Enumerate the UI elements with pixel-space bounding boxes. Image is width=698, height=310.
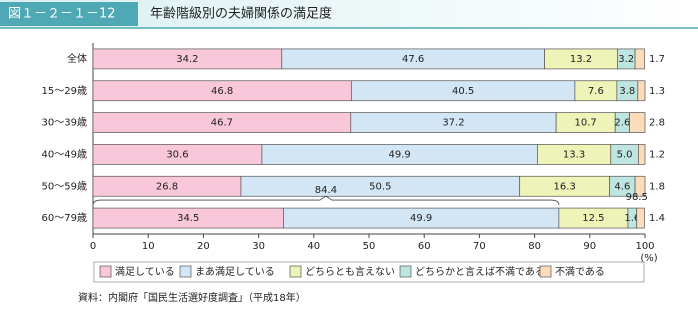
data-label: 5.0 xyxy=(617,149,633,160)
x-axis-label: (%) xyxy=(640,253,657,264)
x-tick-label: 40 xyxy=(307,241,320,252)
legend-swatch xyxy=(179,265,192,278)
data-label: 46.8 xyxy=(211,86,233,97)
y-tick-label: 全体 xyxy=(67,52,87,65)
header-title: 年齢階級別の夫婦関係の満足度 xyxy=(150,6,332,22)
x-tick-label: 80 xyxy=(528,241,541,252)
legend-swatch xyxy=(289,265,302,278)
data-label: 30.6 xyxy=(166,149,188,160)
legend-swatch xyxy=(99,265,112,278)
data-label: 13.2 xyxy=(570,54,592,65)
data-label: 1.3 xyxy=(649,86,665,97)
data-label: 26.8 xyxy=(156,181,178,192)
data-label: 49.9 xyxy=(389,149,411,160)
y-tick-label: 50～59歳 xyxy=(42,180,87,192)
data-label: 3.8 xyxy=(619,86,635,97)
data-label: 34.2 xyxy=(176,54,198,65)
source: 資料：内閣府「国民生活選好度調査」（平成18年） xyxy=(78,291,306,304)
x-tick-label: 90 xyxy=(583,241,596,252)
data-label: 10.7 xyxy=(575,118,597,129)
legend-label: まあ満足している xyxy=(195,266,275,278)
data-label: 50.5 xyxy=(369,181,391,192)
data-label: 12.5 xyxy=(582,213,604,224)
data-label: 49.9 xyxy=(410,213,432,224)
x-tick-label: 100 xyxy=(635,241,654,252)
y-tick-label: 30～39歳 xyxy=(42,117,87,129)
legend-label: 不満である xyxy=(555,266,605,278)
data-label: 4.6 xyxy=(614,181,630,192)
data-label: 3.2 xyxy=(618,54,634,65)
data-label: 47.6 xyxy=(402,54,424,65)
data-label: 46.7 xyxy=(211,118,233,129)
data-label: 34.5 xyxy=(177,213,199,224)
data-label: 7.6 xyxy=(588,86,604,97)
bar-segment xyxy=(636,207,645,229)
y-tick-label: 15～29歳 xyxy=(42,85,87,97)
legend-label: 満足している xyxy=(115,266,175,278)
x-tick-label: 30 xyxy=(252,241,265,252)
legend-label: どちらとも言えない xyxy=(305,265,395,278)
legend-swatch xyxy=(399,265,412,278)
figure-badge xyxy=(0,2,138,26)
legend-box xyxy=(93,261,645,283)
x-tick-label: 70 xyxy=(473,241,486,252)
figure-number: 図１－２－１－12 xyxy=(8,7,116,22)
data-label: 2.8 xyxy=(649,118,665,129)
data-label: 13.3 xyxy=(563,149,585,160)
data-label: 40.5 xyxy=(452,86,474,97)
data-label: 1.6 xyxy=(624,213,640,224)
data-label: 1.2 xyxy=(649,149,665,160)
annotation: 98.5 xyxy=(626,192,648,203)
bar-segment xyxy=(638,144,646,165)
x-tick-label: 50 xyxy=(363,241,376,252)
annotation: 84.4 xyxy=(315,185,337,196)
data-label: 2.6 xyxy=(614,118,630,129)
bar-segment xyxy=(634,175,646,197)
legend-label: どちらかと言えば不満である xyxy=(415,265,545,278)
y-tick-label: 60～79歳 xyxy=(42,212,87,224)
data-label: 1.7 xyxy=(649,54,665,65)
data-label: 37.2 xyxy=(442,118,464,129)
bar-segment xyxy=(634,48,645,70)
y-tick-label: 40～49歳 xyxy=(42,148,87,160)
bar-segment xyxy=(629,112,646,133)
bracket xyxy=(92,195,560,206)
legend-swatch xyxy=(539,265,552,278)
data-label: 1.4 xyxy=(649,213,665,224)
bar-segment xyxy=(637,80,646,102)
x-tick-label: 10 xyxy=(142,241,155,252)
x-tick-label: 0 xyxy=(90,241,96,252)
x-tick-label: 20 xyxy=(197,241,210,252)
data-label: 1.8 xyxy=(649,181,665,192)
x-tick-label: 60 xyxy=(418,241,431,252)
data-label: 16.3 xyxy=(554,181,576,192)
